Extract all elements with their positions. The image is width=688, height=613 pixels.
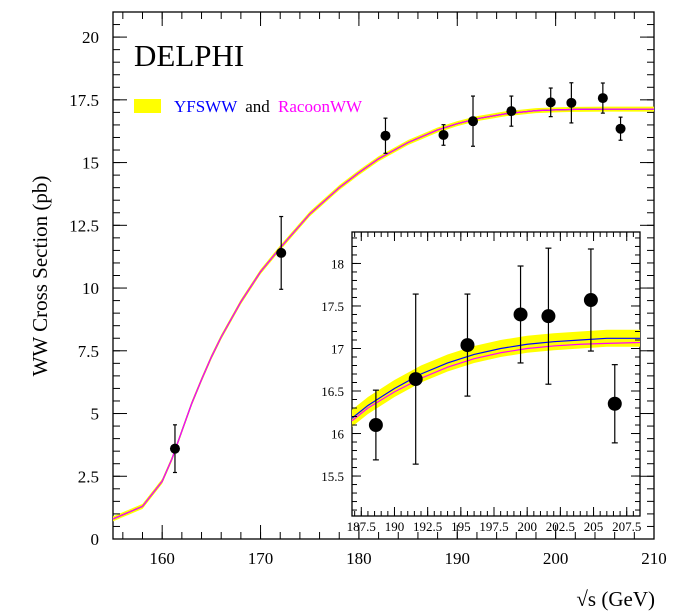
data-point [408, 372, 423, 387]
inset-axis-ticks: 187.5 190 192.5 195 197.5 200 202.5 205 207.5 15.… [321, 232, 641, 534]
data-point [380, 130, 391, 141]
legend-and: and [245, 97, 270, 116]
data-point [597, 93, 608, 104]
x-tick-label: 200 [517, 519, 537, 534]
y-tick-label: 16 [331, 427, 345, 442]
data-point [607, 396, 622, 411]
y-tick-label: 15.5 [321, 469, 344, 484]
data-point [566, 97, 577, 108]
legend-band-swatch [134, 99, 161, 113]
y-tick-label: 17.5 [69, 91, 99, 110]
x-tick-label: 187.5 [347, 519, 376, 534]
x-tick-label: 207.5 [612, 519, 641, 534]
main-data-points [169, 82, 626, 474]
curve-racoonww [112, 108, 654, 520]
y-axis-title: WW Cross Section (pb) [28, 176, 52, 377]
y-tick-label: 5 [91, 405, 100, 424]
x-tick-label: 180 [346, 549, 372, 568]
inset-data-points [368, 247, 622, 465]
inset-plot-frame [351, 231, 641, 517]
data-point [513, 307, 528, 322]
data-point [169, 443, 180, 454]
x-tick-label: 170 [248, 549, 274, 568]
data-point [438, 129, 449, 140]
legend-racoonww: RacoonWW [278, 97, 363, 116]
data-point [583, 293, 598, 308]
y-tick-label: 7.5 [78, 342, 99, 361]
data-point [545, 97, 556, 108]
legend-yfsww: YFSWW [174, 97, 238, 116]
curve-yfsww [351, 337, 640, 419]
y-tick-label: 17 [331, 341, 345, 356]
y-tick-label: 2.5 [78, 467, 99, 486]
x-tick-label: 160 [149, 549, 175, 568]
data-point [468, 116, 479, 127]
data-point [506, 106, 517, 117]
experiment-label: DELPHI [134, 38, 244, 73]
x-tick-label: 197.5 [479, 519, 508, 534]
y-tick-label: 0 [91, 530, 100, 549]
x-tick-label: 192.5 [413, 519, 442, 534]
legend: YFSWW and RacoonWW [134, 97, 363, 116]
x-tick-label: 202.5 [546, 519, 575, 534]
data-point [541, 309, 556, 324]
y-tick-label: 20 [82, 28, 99, 47]
y-tick-label: 17.5 [321, 299, 344, 314]
x-tick-label: 190 [385, 519, 405, 534]
y-tick-label: 18 [331, 256, 344, 271]
x-tick-label: 200 [543, 549, 569, 568]
y-tick-label: 16.5 [321, 384, 344, 399]
x-tick-label: 190 [445, 549, 471, 568]
inset-theory-curves [351, 337, 641, 422]
main-axis-ticks: 160 170 180 190 200 210 0 2.5 5 7.5 10 12.5 15 17.5 20 [69, 11, 667, 568]
x-tick-label: 210 [641, 549, 667, 568]
x-axis-title: √s (GeV) [576, 587, 655, 611]
svg-text:YFSWW and RacoonWW: YFSWW and RacoonWW [174, 97, 363, 116]
data-point [460, 338, 475, 353]
curve-racoonww [351, 341, 641, 422]
main-theory-curves [112, 108, 654, 520]
data-point [615, 123, 626, 134]
y-tick-label: 12.5 [69, 216, 99, 235]
data-point [276, 247, 287, 258]
x-tick-label: 205 [584, 519, 604, 534]
y-tick-label: 10 [82, 279, 99, 298]
y-tick-label: 15 [82, 154, 99, 173]
data-point [368, 418, 383, 433]
x-tick-label: 195 [451, 519, 471, 534]
